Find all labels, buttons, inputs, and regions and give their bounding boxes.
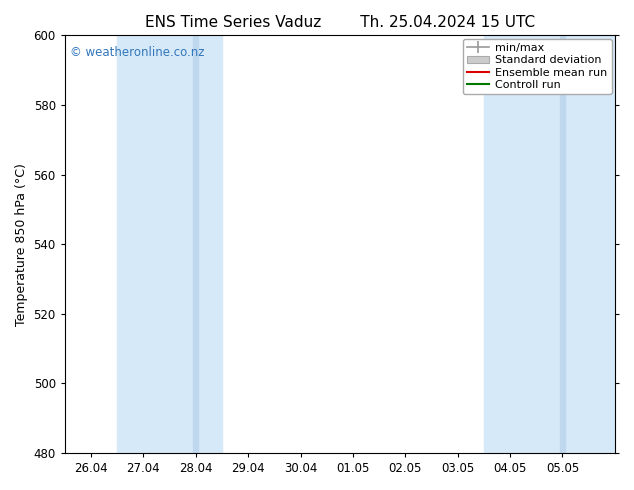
Title: ENS Time Series Vaduz        Th. 25.04.2024 15 UTC: ENS Time Series Vaduz Th. 25.04.2024 15 … bbox=[145, 15, 535, 30]
Bar bbox=[193, 35, 198, 453]
Bar bbox=[484, 35, 615, 453]
Y-axis label: Temperature 850 hPa (°C): Temperature 850 hPa (°C) bbox=[15, 163, 28, 325]
Text: © weatheronline.co.nz: © weatheronline.co.nz bbox=[70, 46, 205, 59]
Bar bbox=[117, 35, 222, 453]
Legend: min/max, Standard deviation, Ensemble mean run, Controll run: min/max, Standard deviation, Ensemble me… bbox=[463, 39, 612, 94]
Bar bbox=[560, 35, 565, 453]
